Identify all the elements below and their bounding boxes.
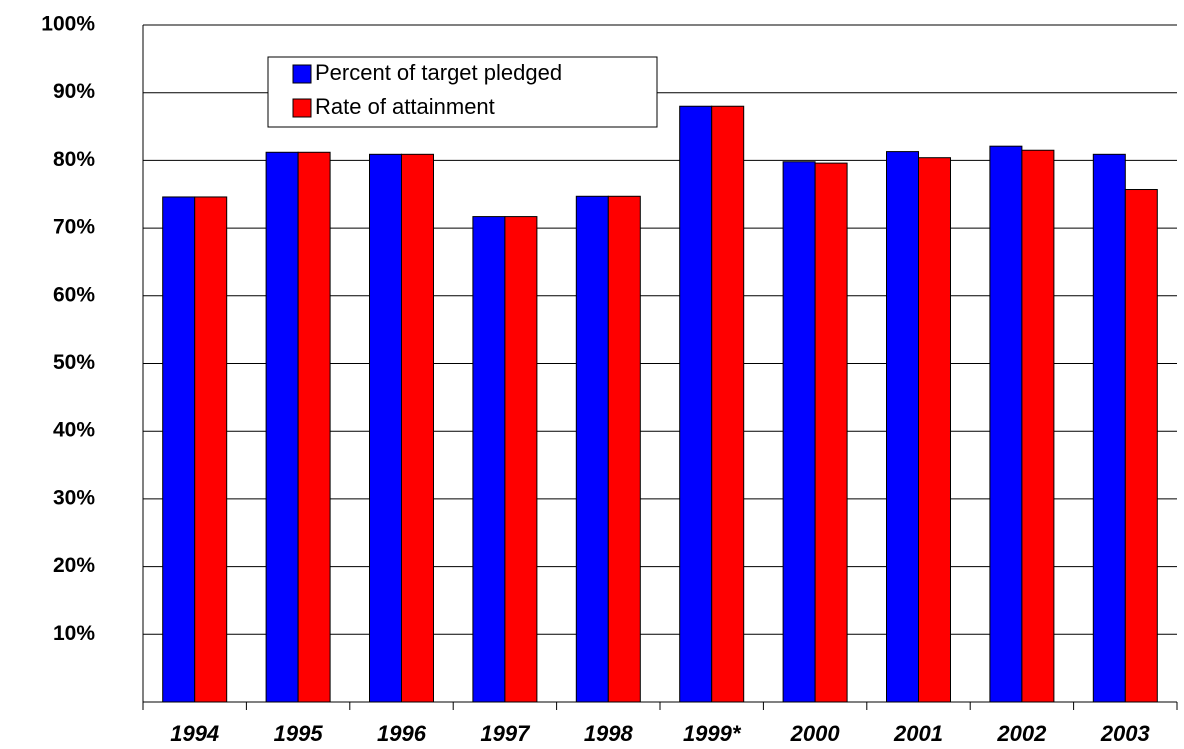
bar: [607, 195, 641, 703]
x-tick-label: 1994: [170, 721, 219, 746]
bar: [369, 153, 402, 703]
y-tick-label: 60%: [53, 283, 95, 306]
bar: [162, 196, 196, 703]
x-tick-label: 1997: [480, 721, 531, 746]
bar: [1021, 149, 1055, 703]
bar: [1092, 153, 1126, 703]
y-tick-label: 80%: [53, 148, 95, 171]
bar: [1124, 189, 1158, 703]
y-tick-label: 40%: [53, 419, 95, 442]
x-tick-label: 1998: [584, 721, 634, 746]
x-tick-label: 1995: [274, 721, 324, 746]
legend-box: [267, 56, 658, 128]
bar: [472, 216, 506, 703]
x-tick-label: 2003: [1100, 721, 1150, 746]
bar: [918, 157, 951, 703]
bar: [297, 151, 331, 703]
bar: [504, 216, 538, 703]
x-tick-label: 2002: [996, 721, 1047, 746]
x-tick-label: 1996: [377, 721, 427, 746]
legend-swatch: [292, 98, 312, 118]
bar: [575, 195, 609, 703]
x-tick-label: 2001: [893, 721, 943, 746]
y-tick-label: 100%: [41, 13, 95, 36]
y-tick-label: 90%: [53, 80, 95, 103]
bar: [814, 162, 848, 703]
y-tick-label: 30%: [53, 486, 95, 509]
y-tick-label: 20%: [53, 554, 95, 577]
y-tick-label: 70%: [53, 216, 95, 239]
legend-label: Percent of target pledged: [315, 60, 562, 85]
x-tick-label: 2000: [790, 721, 841, 746]
bar: [194, 196, 228, 703]
bar: [782, 161, 816, 703]
legend-swatch: [292, 64, 312, 84]
bar: [886, 151, 919, 703]
bar: [989, 145, 1023, 703]
bar: [679, 105, 713, 703]
bar: [265, 151, 299, 703]
bar: [401, 153, 434, 703]
legend-label: Rate of attainment: [315, 94, 495, 119]
y-tick-label: 50%: [53, 351, 95, 374]
bar: [711, 105, 745, 703]
y-tick-label: 10%: [53, 622, 95, 645]
x-tick-label: 1999*: [683, 721, 742, 746]
